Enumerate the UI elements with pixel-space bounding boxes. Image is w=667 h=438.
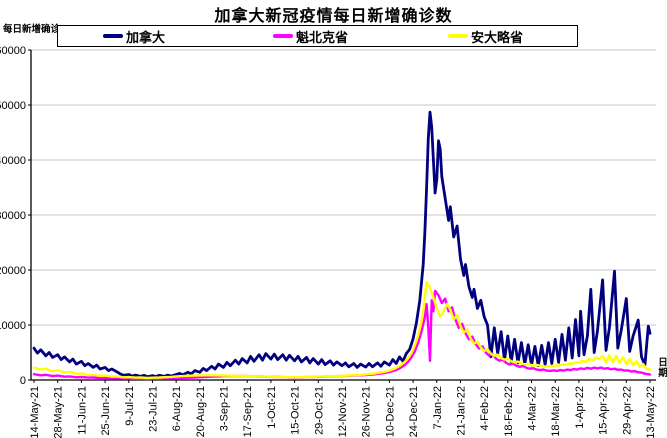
x-tick-label-2: 11-Jun-21 <box>76 386 88 435</box>
legend-label-canada: 加拿大 <box>126 29 166 45</box>
canada-line-swatch <box>103 34 123 38</box>
y-tick-label-20000: 20000 <box>0 265 26 277</box>
series-line-0-加拿大 <box>32 110 652 379</box>
ontario-line-swatch <box>448 34 468 38</box>
x-tick-label-20: 18-Feb-22 <box>503 386 515 437</box>
y-tick-label-0: 0 <box>20 375 26 387</box>
legend-item-canada[interactable]: 加拿大 <box>103 26 165 46</box>
x-tick-label-8: 3-Sep-21 <box>219 386 231 431</box>
legend: 加拿大 魁北克省 安大略省 <box>57 25 578 47</box>
x-tick-label-6: 6-Aug-21 <box>171 386 183 431</box>
x-tick-label-21: 4-Mar-22 <box>527 386 539 431</box>
x-tick-label-9: 17-Sep-21 <box>242 386 254 437</box>
x-tick-label-24: 15-Apr-22 <box>598 386 610 435</box>
x-tick-label-5: 23-Jul-21 <box>147 386 159 432</box>
legend-label-ontario: 安大略省 <box>471 29 524 45</box>
x-tick-label-13: 12-Nov-21 <box>337 386 349 437</box>
legend-item-ontario[interactable]: 安大略省 <box>448 26 523 46</box>
x-tick-label-0: 14-May-21 <box>29 386 41 438</box>
y-tick-label-10000: 10000 <box>0 320 26 332</box>
quebec-line-swatch <box>273 34 293 38</box>
x-tick-label-18: 21-Jan-22 <box>455 386 467 436</box>
x-tick-label-25: 29-Apr-22 <box>621 386 633 435</box>
x-tick-label-15: 10-Dec-21 <box>384 386 396 437</box>
x-tick-label-12: 29-Oct-21 <box>313 386 325 435</box>
x-tick-label-3: 25-Jun-21 <box>100 386 112 436</box>
x-tick-label-17: 7-Jan-22 <box>432 386 444 429</box>
x-tick-label-4: 9-Jul-21 <box>124 386 136 426</box>
x-tick-label-23: 1-Apr-22 <box>574 386 586 429</box>
x-tick-label-7: 20-Aug-21 <box>195 386 207 437</box>
y-tick-label-50000: 50000 <box>0 100 26 112</box>
y-tick-label-60000: 60000 <box>0 45 26 57</box>
x-tick-label-11: 15-Oct-21 <box>290 386 302 435</box>
series-line-2-安大略省 <box>32 280 652 380</box>
x-tick-label-26: 13-May-22 <box>645 386 657 438</box>
legend-item-quebec[interactable]: 魁北克省 <box>273 26 348 46</box>
y-tick-label-30000: 30000 <box>0 210 26 222</box>
y-tick-label-40000: 40000 <box>0 155 26 167</box>
legend-label-quebec: 魁北克省 <box>296 29 349 45</box>
x-tick-label-19: 4-Feb-22 <box>479 386 491 431</box>
x-tick-label-14: 26-Nov-21 <box>361 386 373 437</box>
x-tick-label-10: 1-Oct-21 <box>266 386 278 429</box>
chart-title: 加拿大新冠疫情每日新增确诊数 <box>214 8 453 25</box>
x-tick-label-22: 18-Mar-22 <box>550 386 562 437</box>
x-axis-title: 日期 <box>656 357 667 378</box>
x-tick-label-16: 24-Dec-21 <box>408 386 420 437</box>
x-tick-label-1: 28-May-21 <box>53 386 65 438</box>
series-line-1-魁北克省 <box>32 289 652 381</box>
y-axis-title: 每日新增确诊 <box>3 24 61 35</box>
